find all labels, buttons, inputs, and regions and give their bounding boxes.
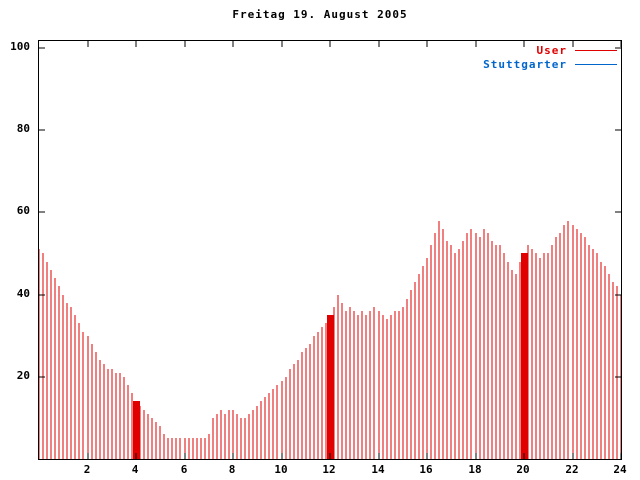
x-tick-label: 20 bbox=[516, 463, 530, 476]
y-tick-label: 40 bbox=[16, 287, 30, 300]
x-tick-label: 22 bbox=[565, 463, 579, 476]
x-tick-label: 14 bbox=[371, 463, 385, 476]
legend-label-user: User bbox=[536, 43, 567, 57]
x-tick-label: 18 bbox=[468, 463, 482, 476]
legend-line-stuttgarter bbox=[575, 63, 617, 65]
plot-area: User Stuttgarter bbox=[38, 40, 622, 460]
y-tick-label: 80 bbox=[16, 122, 30, 135]
x-tick-label: 8 bbox=[228, 463, 236, 476]
x-tick-label: 4 bbox=[131, 463, 139, 476]
legend-item-stuttgarter: Stuttgarter bbox=[483, 57, 617, 71]
legend-label-stuttgarter: Stuttgarter bbox=[483, 57, 567, 71]
legend: User Stuttgarter bbox=[483, 43, 617, 71]
x-tick-label: 12 bbox=[322, 463, 336, 476]
x-tick-label: 2 bbox=[83, 463, 91, 476]
x-tick-label: 16 bbox=[419, 463, 433, 476]
legend-line-user bbox=[575, 49, 617, 51]
chart-title: Freitag 19. August 2005 bbox=[232, 8, 408, 21]
x-tick-label: 6 bbox=[180, 463, 188, 476]
x-tick-label: 10 bbox=[274, 463, 288, 476]
y-tick-label: 20 bbox=[16, 369, 30, 382]
x-tick-label: 24 bbox=[613, 463, 627, 476]
plot-canvas bbox=[39, 41, 621, 459]
legend-item-user: User bbox=[483, 43, 617, 57]
y-tick-label: 60 bbox=[16, 204, 30, 217]
y-tick-label: 100 bbox=[10, 40, 30, 53]
